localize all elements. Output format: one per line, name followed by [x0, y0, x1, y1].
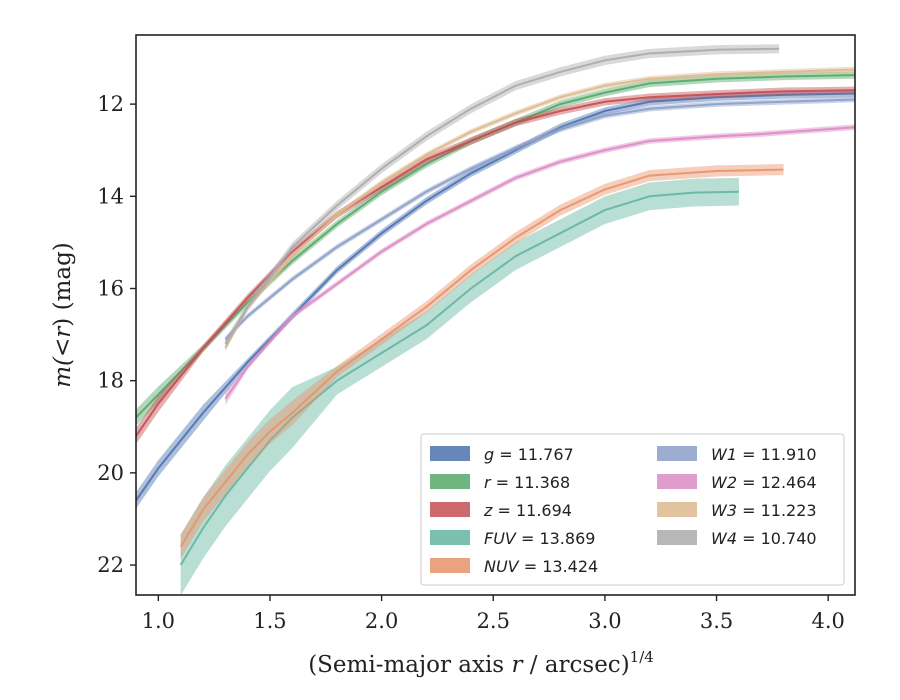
x-tick-label: 3.5 — [700, 609, 733, 633]
series-FUV — [179, 177, 739, 595]
x-tick-label: 1.5 — [253, 609, 286, 633]
series-W4 — [224, 44, 780, 349]
y-tick-label: 14 — [97, 184, 124, 208]
legend-label: r = 11.368 — [484, 473, 570, 492]
legend-label: NUV = 13.424 — [484, 557, 598, 576]
series-g — [136, 89, 855, 509]
legend-item-W4: W4 = 10.740 — [657, 529, 817, 548]
series-layer — [136, 44, 855, 595]
legend-label: W1 = 11.910 — [711, 445, 817, 464]
legend-item-W3: W3 = 11.223 — [657, 501, 817, 520]
legend-label: FUV = 13.869 — [484, 529, 595, 548]
plot-frame — [135, 34, 856, 596]
x-tick-label: 1.0 — [142, 609, 175, 633]
y-tick-label: 22 — [97, 553, 124, 577]
x-tick-label: 4.0 — [812, 609, 845, 633]
line-W3 — [224, 68, 855, 349]
y-tick-label: 18 — [97, 369, 124, 393]
legend-swatch — [657, 530, 697, 545]
legend-swatch — [430, 446, 470, 461]
legend-item-NUV: NUV = 13.424 — [430, 557, 598, 576]
line-W1 — [224, 98, 855, 340]
series-r — [136, 71, 855, 426]
x-tick-label: 2.5 — [477, 609, 510, 633]
x-tick-label: 2.0 — [365, 609, 398, 633]
legend-label: W2 = 12.464 — [711, 473, 817, 492]
legend-label: W3 = 11.223 — [711, 501, 817, 520]
line-W2 — [224, 126, 855, 400]
legend-label: z = 11.694 — [483, 501, 572, 520]
series-W2 — [224, 124, 855, 406]
legend-item-W1: W1 = 11.910 — [657, 445, 817, 464]
x-tick-label: 3.0 — [588, 609, 621, 633]
series-W3 — [224, 66, 855, 352]
legend-item-z: z = 11.694 — [430, 501, 572, 520]
legend-swatch — [430, 558, 470, 573]
legend-swatch — [430, 530, 470, 545]
line-r — [136, 74, 855, 419]
legend-box — [420, 433, 845, 586]
legend-item-W2: W2 = 12.464 — [657, 473, 817, 492]
legend-swatch — [657, 474, 697, 489]
y-tick-label: 16 — [97, 276, 124, 300]
legend-item-g: g = 11.767 — [430, 445, 574, 464]
legend-item-r: r = 11.368 — [430, 473, 570, 492]
legend-item-FUV: FUV = 13.869 — [430, 529, 595, 548]
ticks-layer: 1.0 1.5 2.0 2.5 3.0 3.5 4.0 12 14 16 18 20 22 — [97, 92, 845, 633]
y-tick-label: 12 — [97, 92, 124, 116]
y-axis-label: m(<r) (mag) — [50, 242, 76, 388]
legend-label: g = 11.767 — [484, 445, 574, 464]
legend: g = 11.767 r = 11.368 z = 11.694 FUV = 13.8… — [420, 433, 845, 586]
line-FUV — [179, 190, 739, 566]
line-z — [136, 89, 855, 437]
x-axis-label: (Semi-major axis r / arcsec)1/4 — [308, 648, 654, 678]
line-NUV — [179, 168, 784, 548]
legend-swatch — [430, 502, 470, 517]
legend-swatch — [430, 474, 470, 489]
legend-swatch — [657, 446, 697, 461]
series-NUV — [179, 164, 784, 559]
line-W4 — [224, 47, 780, 345]
legend-label: W4 = 10.740 — [711, 529, 817, 548]
line-g — [136, 92, 855, 502]
y-tick-label: 20 — [97, 461, 124, 485]
series-W1 — [224, 96, 855, 342]
legend-swatch — [657, 502, 697, 517]
